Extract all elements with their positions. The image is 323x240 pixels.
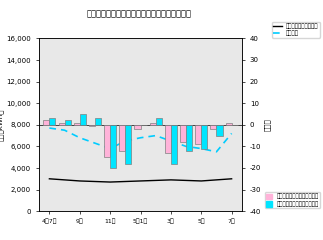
Y-axis label: （％）: （％） bbox=[264, 118, 271, 131]
Bar bbox=[180, 125, 186, 142]
Bar bbox=[201, 125, 207, 149]
Y-axis label: （百万kWh）: （百万kWh） bbox=[0, 108, 4, 141]
Bar bbox=[95, 118, 101, 125]
Bar bbox=[80, 114, 86, 125]
Bar bbox=[49, 118, 56, 125]
Bar bbox=[119, 125, 125, 151]
Bar bbox=[225, 123, 232, 125]
Text: 電力需要実績・発電実績及び前年同月比の推移: 電力需要実績・発電実績及び前年同月比の推移 bbox=[86, 10, 192, 19]
Bar bbox=[104, 125, 110, 157]
Bar bbox=[216, 125, 223, 136]
Bar bbox=[110, 125, 116, 168]
Bar bbox=[134, 125, 141, 129]
Bar bbox=[165, 125, 171, 153]
Bar bbox=[58, 123, 65, 125]
Bar bbox=[65, 120, 71, 125]
Bar bbox=[210, 125, 216, 129]
Bar bbox=[125, 125, 131, 164]
Bar bbox=[43, 120, 49, 125]
Bar bbox=[89, 125, 95, 126]
Bar bbox=[186, 125, 192, 151]
Legend: 前年同月比（需要）（確報）, 前年同月比（発電）（後退）: 前年同月比（需要）（確報）, 前年同月比（発電）（後退） bbox=[265, 192, 320, 208]
Bar bbox=[171, 125, 177, 164]
Bar bbox=[156, 118, 162, 125]
Bar bbox=[150, 123, 156, 125]
Legend: 電力需要実績（確報）, 発電実績: 電力需要実績（確報）, 発電実績 bbox=[272, 22, 320, 38]
Bar bbox=[195, 125, 201, 144]
Bar bbox=[74, 123, 80, 125]
